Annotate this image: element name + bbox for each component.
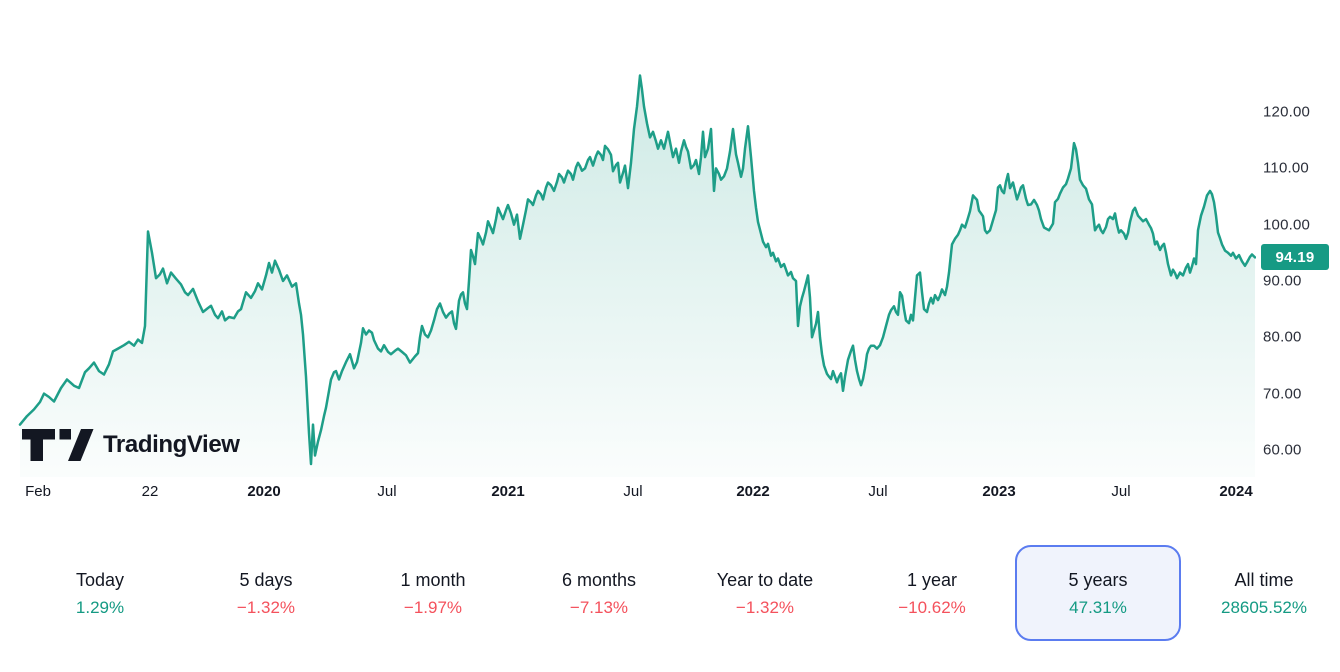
tab-all-time[interactable]: All time 28605.52%	[1181, 545, 1340, 641]
chart-region: 120.00 110.00 100.00 90.00 80.00 70.00 60.00 F…	[0, 0, 1329, 500]
x-axis-label: 2021	[491, 483, 525, 500]
tab-change-value: 1.29%	[75, 597, 125, 617]
tab-change-value: −1.97%	[403, 597, 463, 617]
tab-period-label: 1 year	[906, 569, 958, 590]
y-axis-label: 110.00	[1263, 159, 1309, 177]
x-axis-label: Jul	[623, 483, 643, 500]
tab-change-value: 28605.52%	[1220, 597, 1308, 617]
y-axis-label: 60.00	[1263, 441, 1302, 459]
tab-6-months[interactable]: 6 months −7.13%	[516, 545, 682, 641]
x-axis-label: 22	[141, 483, 159, 500]
price-area-chart[interactable]	[0, 0, 1256, 478]
x-axis-label: 2022	[736, 483, 770, 500]
period-tabs: Today 1.29% 5 days −1.32% 1 month −1.97% 6 mon…	[0, 543, 1340, 653]
tab-period-label: Year to date	[716, 569, 814, 590]
tradingview-logo[interactable]: TradingView	[22, 428, 240, 462]
price-line	[18, 74, 1256, 466]
tab-period-label: 5 days	[239, 569, 293, 590]
x-axis-label: Jul	[377, 483, 397, 500]
x-axis-label: Jul	[868, 483, 888, 500]
tab-change-value: −10.62%	[898, 597, 966, 617]
tab-change-value: −1.32%	[236, 597, 296, 617]
tab-today[interactable]: Today 1.29%	[17, 545, 183, 641]
y-axis-label: 100.00	[1263, 216, 1311, 234]
y-axis-label: 70.00	[1263, 385, 1302, 403]
tab-1-year[interactable]: 1 year −10.62%	[849, 545, 1015, 641]
tab-period-label: 1 month	[400, 569, 466, 590]
area-fill	[20, 75, 1255, 477]
tab-period-label: Today	[75, 569, 125, 590]
x-axis-label: 2024	[1219, 483, 1253, 500]
x-axis-label: 2020	[247, 483, 281, 500]
tab-1-month[interactable]: 1 month −1.97%	[350, 545, 516, 641]
y-axis-label: 120.00	[1263, 103, 1311, 121]
x-axis-label: Jul	[1111, 483, 1131, 500]
tab-5-days[interactable]: 5 days −1.32%	[183, 545, 349, 641]
tab-period-label: All time	[1234, 569, 1294, 590]
y-axis-label: 90.00	[1263, 272, 1302, 290]
tradingview-logo-text: TradingView	[103, 431, 240, 458]
tab-change-value: 47.31%	[1069, 597, 1127, 617]
x-axis-label: Feb	[25, 483, 51, 500]
tab-year-to-date[interactable]: Year to date −1.32%	[682, 545, 848, 641]
tradingview-icon	[22, 428, 94, 462]
last-price-badge: 94.19	[1261, 244, 1329, 270]
tab-period-label: 5 years	[1068, 569, 1128, 590]
tab-change-value: −1.32%	[735, 597, 795, 617]
y-axis-label: 80.00	[1263, 328, 1302, 346]
x-axis-label: 2023	[982, 483, 1016, 500]
tab-period-label: 6 months	[561, 569, 637, 590]
tab-5-years[interactable]: 5 years 47.31%	[1015, 545, 1181, 641]
tab-change-value: −7.13%	[569, 597, 629, 617]
